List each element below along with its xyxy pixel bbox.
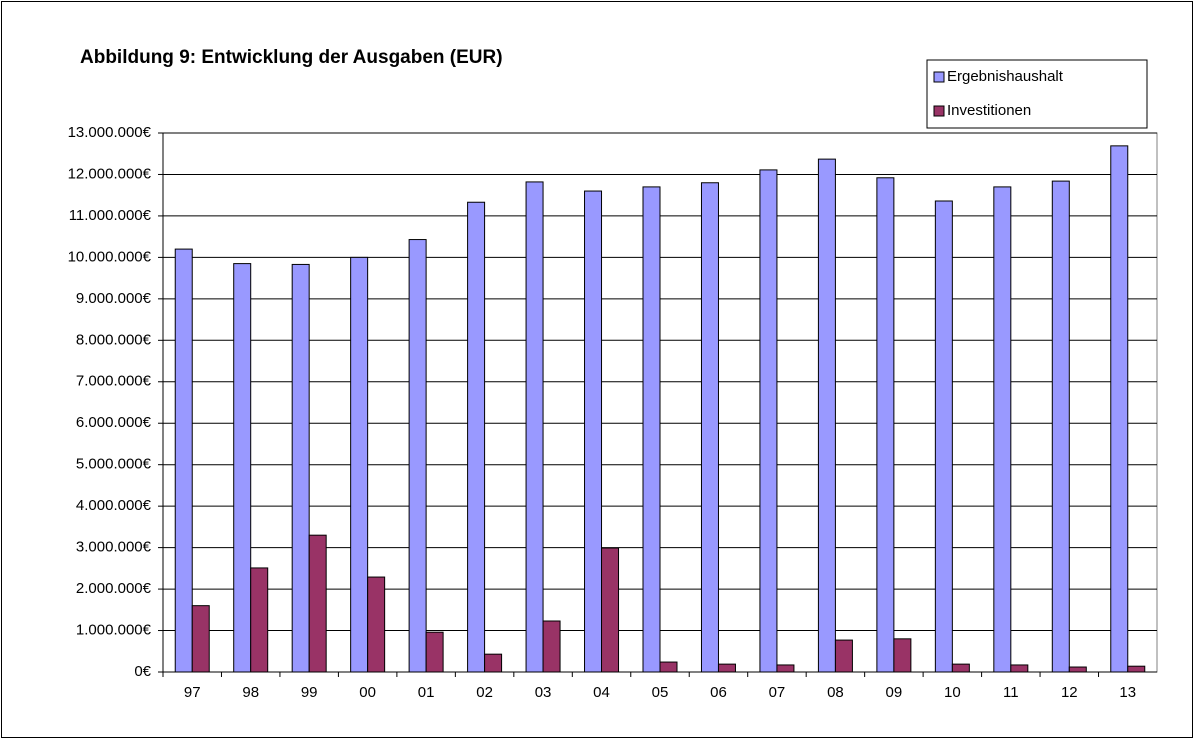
bar <box>1010 664 1029 673</box>
legend-box <box>926 59 1148 129</box>
bar <box>700 182 719 673</box>
bar <box>659 661 678 673</box>
bar <box>367 576 386 673</box>
y-tick-label: 4.000.000€ <box>76 497 152 514</box>
y-tick-label: 0€ <box>134 663 151 680</box>
bar <box>717 663 736 673</box>
x-tick-label: 10 <box>944 684 961 701</box>
bar <box>1068 666 1087 673</box>
y-tick-label: 11.000.000€ <box>69 207 152 224</box>
bar <box>993 186 1012 673</box>
bar <box>759 169 778 673</box>
bar <box>525 181 544 673</box>
bar <box>776 664 795 673</box>
x-tick-label: 97 <box>184 684 201 701</box>
y-tick-label: 5.000.000€ <box>76 456 152 473</box>
x-tick-label: 03 <box>535 684 552 701</box>
bar <box>308 534 327 673</box>
bar <box>601 547 620 673</box>
chart-title: Abbildung 9: Entwicklung der Ausgaben (E… <box>80 47 503 68</box>
y-tick-label: 3.000.000€ <box>76 539 152 556</box>
bar <box>467 201 486 673</box>
x-tick-label: 08 <box>827 684 844 701</box>
legend-label: Ergebnishaushalt <box>947 68 1064 85</box>
x-tick-label: 05 <box>652 684 669 701</box>
bar <box>876 177 895 673</box>
x-tick-label: 09 <box>886 684 903 701</box>
x-tick-label: 06 <box>710 684 727 701</box>
legend-swatch <box>933 105 945 117</box>
x-tick-label: 00 <box>359 684 376 701</box>
y-tick-label: 13.000.000€ <box>68 124 152 141</box>
legend-swatch <box>933 71 945 83</box>
x-tick-label: 07 <box>769 684 786 701</box>
bar <box>817 158 836 673</box>
bar <box>408 239 427 673</box>
x-tick-label: 02 <box>476 684 493 701</box>
y-tick-label: 7.000.000€ <box>76 373 152 390</box>
bar <box>542 620 561 673</box>
bar <box>834 639 853 673</box>
bar <box>1051 180 1070 673</box>
x-tick-label: 01 <box>418 684 435 701</box>
bar <box>642 186 661 673</box>
y-tick-label: 9.000.000€ <box>76 290 152 307</box>
x-tick-label: 13 <box>1119 684 1136 701</box>
y-tick-label: 10.000.000€ <box>68 248 152 265</box>
x-tick-label: 98 <box>242 684 259 701</box>
bar <box>1127 665 1146 673</box>
bar <box>584 190 603 673</box>
x-tick-label: 11 <box>1003 684 1019 701</box>
bar <box>1110 145 1129 673</box>
bar <box>250 567 269 673</box>
bar <box>291 263 310 673</box>
y-tick-label: 12.000.000€ <box>68 165 152 182</box>
bar <box>425 631 444 673</box>
bar <box>350 256 369 673</box>
bar <box>191 605 210 673</box>
bar <box>233 263 252 673</box>
y-tick-label: 1.000.000€ <box>76 622 152 639</box>
bar <box>484 653 503 673</box>
x-tick-label: 12 <box>1061 684 1078 701</box>
y-tick-label: 6.000.000€ <box>76 414 152 431</box>
bar <box>174 248 193 673</box>
y-tick-label: 2.000.000€ <box>76 580 152 597</box>
x-tick-label: 99 <box>301 684 318 701</box>
bar <box>893 638 912 673</box>
bar <box>951 663 970 673</box>
legend-label: Investitionen <box>947 102 1031 119</box>
y-tick-label: 8.000.000€ <box>76 331 152 348</box>
x-tick-label: 04 <box>593 684 610 701</box>
bar <box>934 200 953 673</box>
